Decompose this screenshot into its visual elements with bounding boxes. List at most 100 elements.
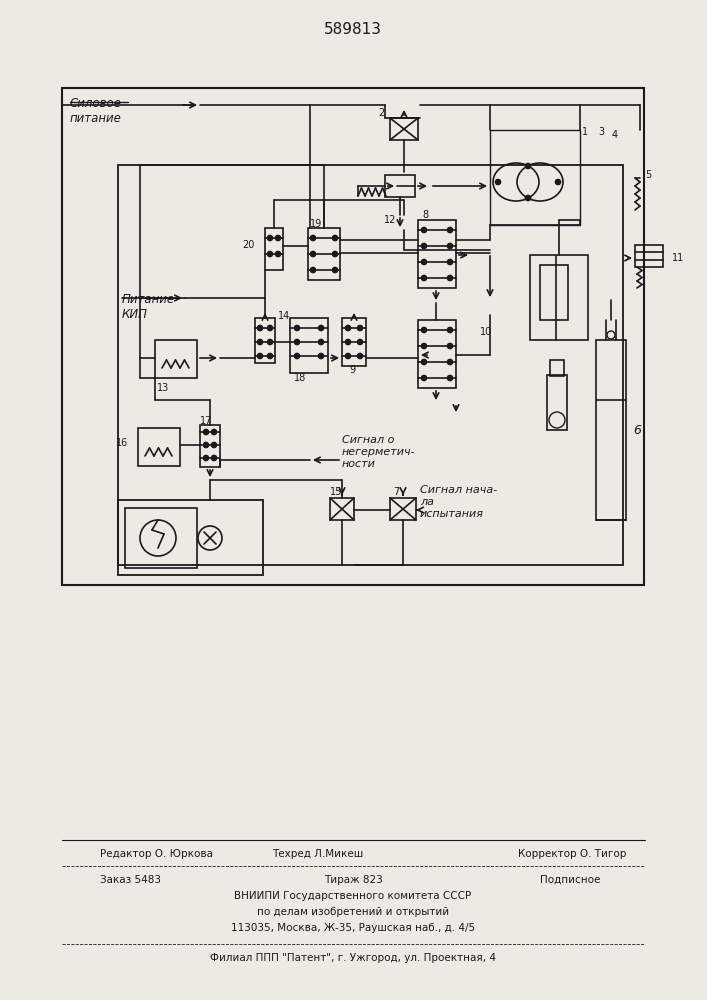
Text: Питание
КИП: Питание КИП xyxy=(122,293,175,321)
Bar xyxy=(308,228,340,280)
Bar xyxy=(155,340,197,378)
Text: 6: 6 xyxy=(633,424,641,436)
Bar xyxy=(547,375,567,430)
Bar xyxy=(118,165,623,565)
Circle shape xyxy=(332,235,337,240)
Circle shape xyxy=(267,354,272,359)
Text: 4: 4 xyxy=(612,130,618,140)
Text: Техред Л.Микеш: Техред Л.Микеш xyxy=(272,849,363,859)
Bar xyxy=(385,175,415,197)
Text: Филиал ППП "Патент", г. Ужгород, ул. Проектная, 4: Филиал ППП "Патент", г. Ужгород, ул. Про… xyxy=(210,953,496,963)
Circle shape xyxy=(448,328,452,332)
Circle shape xyxy=(295,326,300,330)
Bar xyxy=(390,118,418,140)
Text: 8: 8 xyxy=(422,210,428,220)
Bar xyxy=(540,265,568,320)
Circle shape xyxy=(332,267,337,272)
Circle shape xyxy=(310,235,315,240)
Text: 18: 18 xyxy=(294,373,306,383)
Bar xyxy=(530,255,588,340)
Text: Сигнал о
негерметич-
ности: Сигнал о негерметич- ности xyxy=(342,435,416,469)
Bar xyxy=(255,318,275,363)
Circle shape xyxy=(448,360,452,364)
Text: 7: 7 xyxy=(393,487,399,497)
Circle shape xyxy=(525,196,530,200)
Circle shape xyxy=(211,430,216,434)
Bar xyxy=(635,245,663,267)
Circle shape xyxy=(267,251,272,256)
Circle shape xyxy=(421,228,426,232)
Bar xyxy=(418,320,456,388)
Circle shape xyxy=(421,344,426,349)
Bar xyxy=(62,88,644,585)
Circle shape xyxy=(267,235,272,240)
Circle shape xyxy=(267,340,272,344)
Circle shape xyxy=(267,326,272,330)
Text: 5: 5 xyxy=(645,170,651,180)
Circle shape xyxy=(318,326,324,330)
Text: 13: 13 xyxy=(157,383,169,393)
Circle shape xyxy=(346,354,351,359)
Circle shape xyxy=(496,180,501,184)
Circle shape xyxy=(211,442,216,448)
Text: 12: 12 xyxy=(384,215,396,225)
Circle shape xyxy=(421,275,426,280)
Circle shape xyxy=(421,375,426,380)
Circle shape xyxy=(204,442,209,448)
Text: 16: 16 xyxy=(116,438,128,448)
Circle shape xyxy=(421,243,426,248)
Text: 10: 10 xyxy=(480,327,492,337)
Circle shape xyxy=(448,275,452,280)
Circle shape xyxy=(295,354,300,359)
Circle shape xyxy=(211,456,216,460)
Circle shape xyxy=(421,360,426,364)
Circle shape xyxy=(358,326,363,330)
Circle shape xyxy=(276,251,281,256)
Circle shape xyxy=(257,340,262,344)
Text: 11: 11 xyxy=(672,253,684,263)
Circle shape xyxy=(448,375,452,380)
Circle shape xyxy=(448,228,452,232)
Bar xyxy=(550,360,564,376)
Text: Сигнал нача-
ла
испытания: Сигнал нача- ла испытания xyxy=(420,485,497,519)
Text: Подписное: Подписное xyxy=(540,875,600,885)
Circle shape xyxy=(257,326,262,330)
Bar xyxy=(390,498,416,520)
Circle shape xyxy=(276,235,281,240)
Bar xyxy=(200,425,220,467)
Text: Заказ 5483: Заказ 5483 xyxy=(100,875,161,885)
Circle shape xyxy=(346,326,351,330)
Bar xyxy=(125,508,197,568)
Circle shape xyxy=(310,251,315,256)
Text: 113035, Москва, Ж-35, Раушская наб., д. 4/5: 113035, Москва, Ж-35, Раушская наб., д. … xyxy=(231,923,475,933)
Text: 9: 9 xyxy=(349,365,355,375)
Bar xyxy=(418,220,456,288)
Bar xyxy=(490,130,580,225)
Text: по делам изобретений и открытий: по делам изобретений и открытий xyxy=(257,907,449,917)
Circle shape xyxy=(525,163,530,168)
Text: 14: 14 xyxy=(278,311,291,321)
Circle shape xyxy=(358,354,363,359)
Bar xyxy=(596,340,626,520)
Text: 20: 20 xyxy=(243,240,255,250)
Circle shape xyxy=(257,354,262,359)
Circle shape xyxy=(421,328,426,332)
Text: 15: 15 xyxy=(330,487,342,497)
Circle shape xyxy=(310,267,315,272)
Text: 2: 2 xyxy=(379,108,385,118)
Circle shape xyxy=(318,340,324,344)
Circle shape xyxy=(358,340,363,344)
Bar xyxy=(330,498,354,520)
Text: Корректор О. Тигор: Корректор О. Тигор xyxy=(518,849,626,859)
Text: 17: 17 xyxy=(200,416,212,426)
Circle shape xyxy=(295,340,300,344)
Circle shape xyxy=(204,430,209,434)
Circle shape xyxy=(332,251,337,256)
Text: 19: 19 xyxy=(310,219,322,229)
Text: 589813: 589813 xyxy=(324,22,382,37)
Circle shape xyxy=(448,344,452,349)
Circle shape xyxy=(346,340,351,344)
Circle shape xyxy=(448,259,452,264)
Text: Тираж 823: Тираж 823 xyxy=(324,875,382,885)
Bar xyxy=(342,318,366,366)
